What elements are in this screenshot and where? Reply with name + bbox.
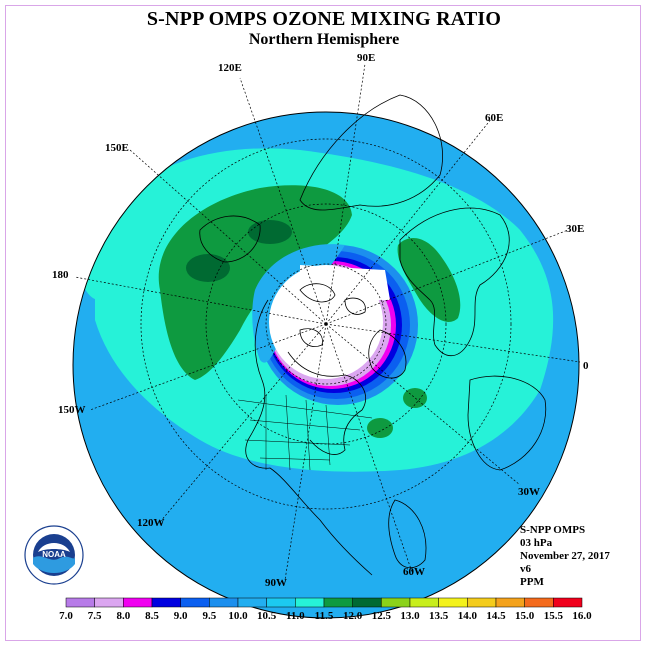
color-scale-bar: 7.0 7.5 8.0 8.5 9.0 9.5 10.0 10.5 11.0 11.5 12.0 12…	[59, 597, 592, 622]
lon-label-60e: 60E	[485, 112, 504, 124]
lon-label-60w: 60W	[403, 566, 425, 578]
color-scale-tick-label: 7.0	[59, 610, 73, 622]
map-title: S-NPP OMPS OZONE MIXING RATIO	[146, 8, 502, 30]
lon-label-150e: 150E	[105, 142, 129, 154]
logo-text: NOAA	[42, 550, 66, 559]
info-block: S-NPP OMPS 03 hPa November 27, 2017 v6 P…	[520, 524, 610, 589]
info-level: 03 hPa	[520, 537, 553, 549]
lon-label-30w: 30W	[518, 486, 540, 498]
map-subtitle: Northern Hemisphere	[248, 31, 400, 48]
color-swatch	[209, 597, 239, 608]
ozone-band-11-0	[158, 185, 352, 380]
color-scale-tick-label: 12.5	[372, 610, 392, 622]
lon-label-150w: 150W	[58, 404, 86, 416]
color-swatch	[323, 597, 353, 608]
color-scale-tick-label: 13.5	[429, 610, 449, 622]
color-scale-tick-label: 9.5	[202, 610, 216, 622]
info-version: v6	[520, 563, 531, 575]
color-swatch	[123, 597, 153, 608]
color-swatch	[438, 597, 468, 608]
color-swatch	[524, 597, 554, 608]
lon-label-90e: 90E	[357, 52, 376, 64]
color-swatch	[237, 597, 267, 608]
color-swatch	[495, 597, 525, 608]
color-swatch	[65, 597, 95, 608]
color-scale-tick-label: 9.0	[174, 610, 188, 622]
noaa-logo: NOAA	[24, 525, 84, 585]
lon-label-120e: 120E	[218, 62, 242, 74]
info-units: PPM	[520, 576, 544, 588]
color-scale-tick-label: 10.5	[257, 610, 277, 622]
color-scale-tick-label: 11.5	[315, 610, 334, 622]
ozone-band-11-5	[186, 254, 230, 282]
info-date: November 27, 2017	[520, 550, 610, 562]
color-scale-tick-label: 14.0	[458, 610, 478, 622]
color-scale-tick-label: 13.0	[400, 610, 420, 622]
color-scale-tick-label: 12.0	[343, 610, 363, 622]
color-swatch	[266, 597, 296, 608]
color-scale-tick-label: 7.5	[88, 610, 102, 622]
color-swatch	[94, 597, 124, 608]
color-scale-tick-label: 8.0	[116, 610, 130, 622]
color-scale-tick-label: 14.5	[486, 610, 506, 622]
lon-label-30e: 30E	[566, 223, 585, 235]
color-swatch	[467, 597, 497, 608]
lon-label-90w: 90W	[265, 577, 287, 589]
color-swatch	[352, 597, 382, 608]
map-boundary	[72, 111, 580, 619]
lon-label-0: 0	[583, 360, 589, 372]
coastlines	[199, 94, 547, 576]
graticule	[74, 63, 581, 581]
color-swatch	[295, 597, 325, 608]
color-swatch	[553, 597, 583, 608]
lon-label-120w: 120W	[137, 517, 165, 529]
color-swatch	[409, 597, 439, 608]
color-scale-tick-label: 8.5	[145, 610, 159, 622]
color-scale-tick-label: 16.0	[572, 610, 592, 622]
color-scale-tick-label: 15.0	[515, 610, 535, 622]
info-instrument: S-NPP OMPS	[520, 524, 586, 536]
color-swatch	[151, 597, 181, 608]
lon-label-180: 180	[52, 269, 69, 281]
color-scale-tick-label: 11.0	[286, 610, 305, 622]
color-swatch	[180, 597, 210, 608]
color-scale-tick-label: 10.0	[228, 610, 248, 622]
page-frame	[5, 5, 641, 641]
color-scale-tick-label: 15.5	[544, 610, 564, 622]
color-swatch	[381, 597, 411, 608]
